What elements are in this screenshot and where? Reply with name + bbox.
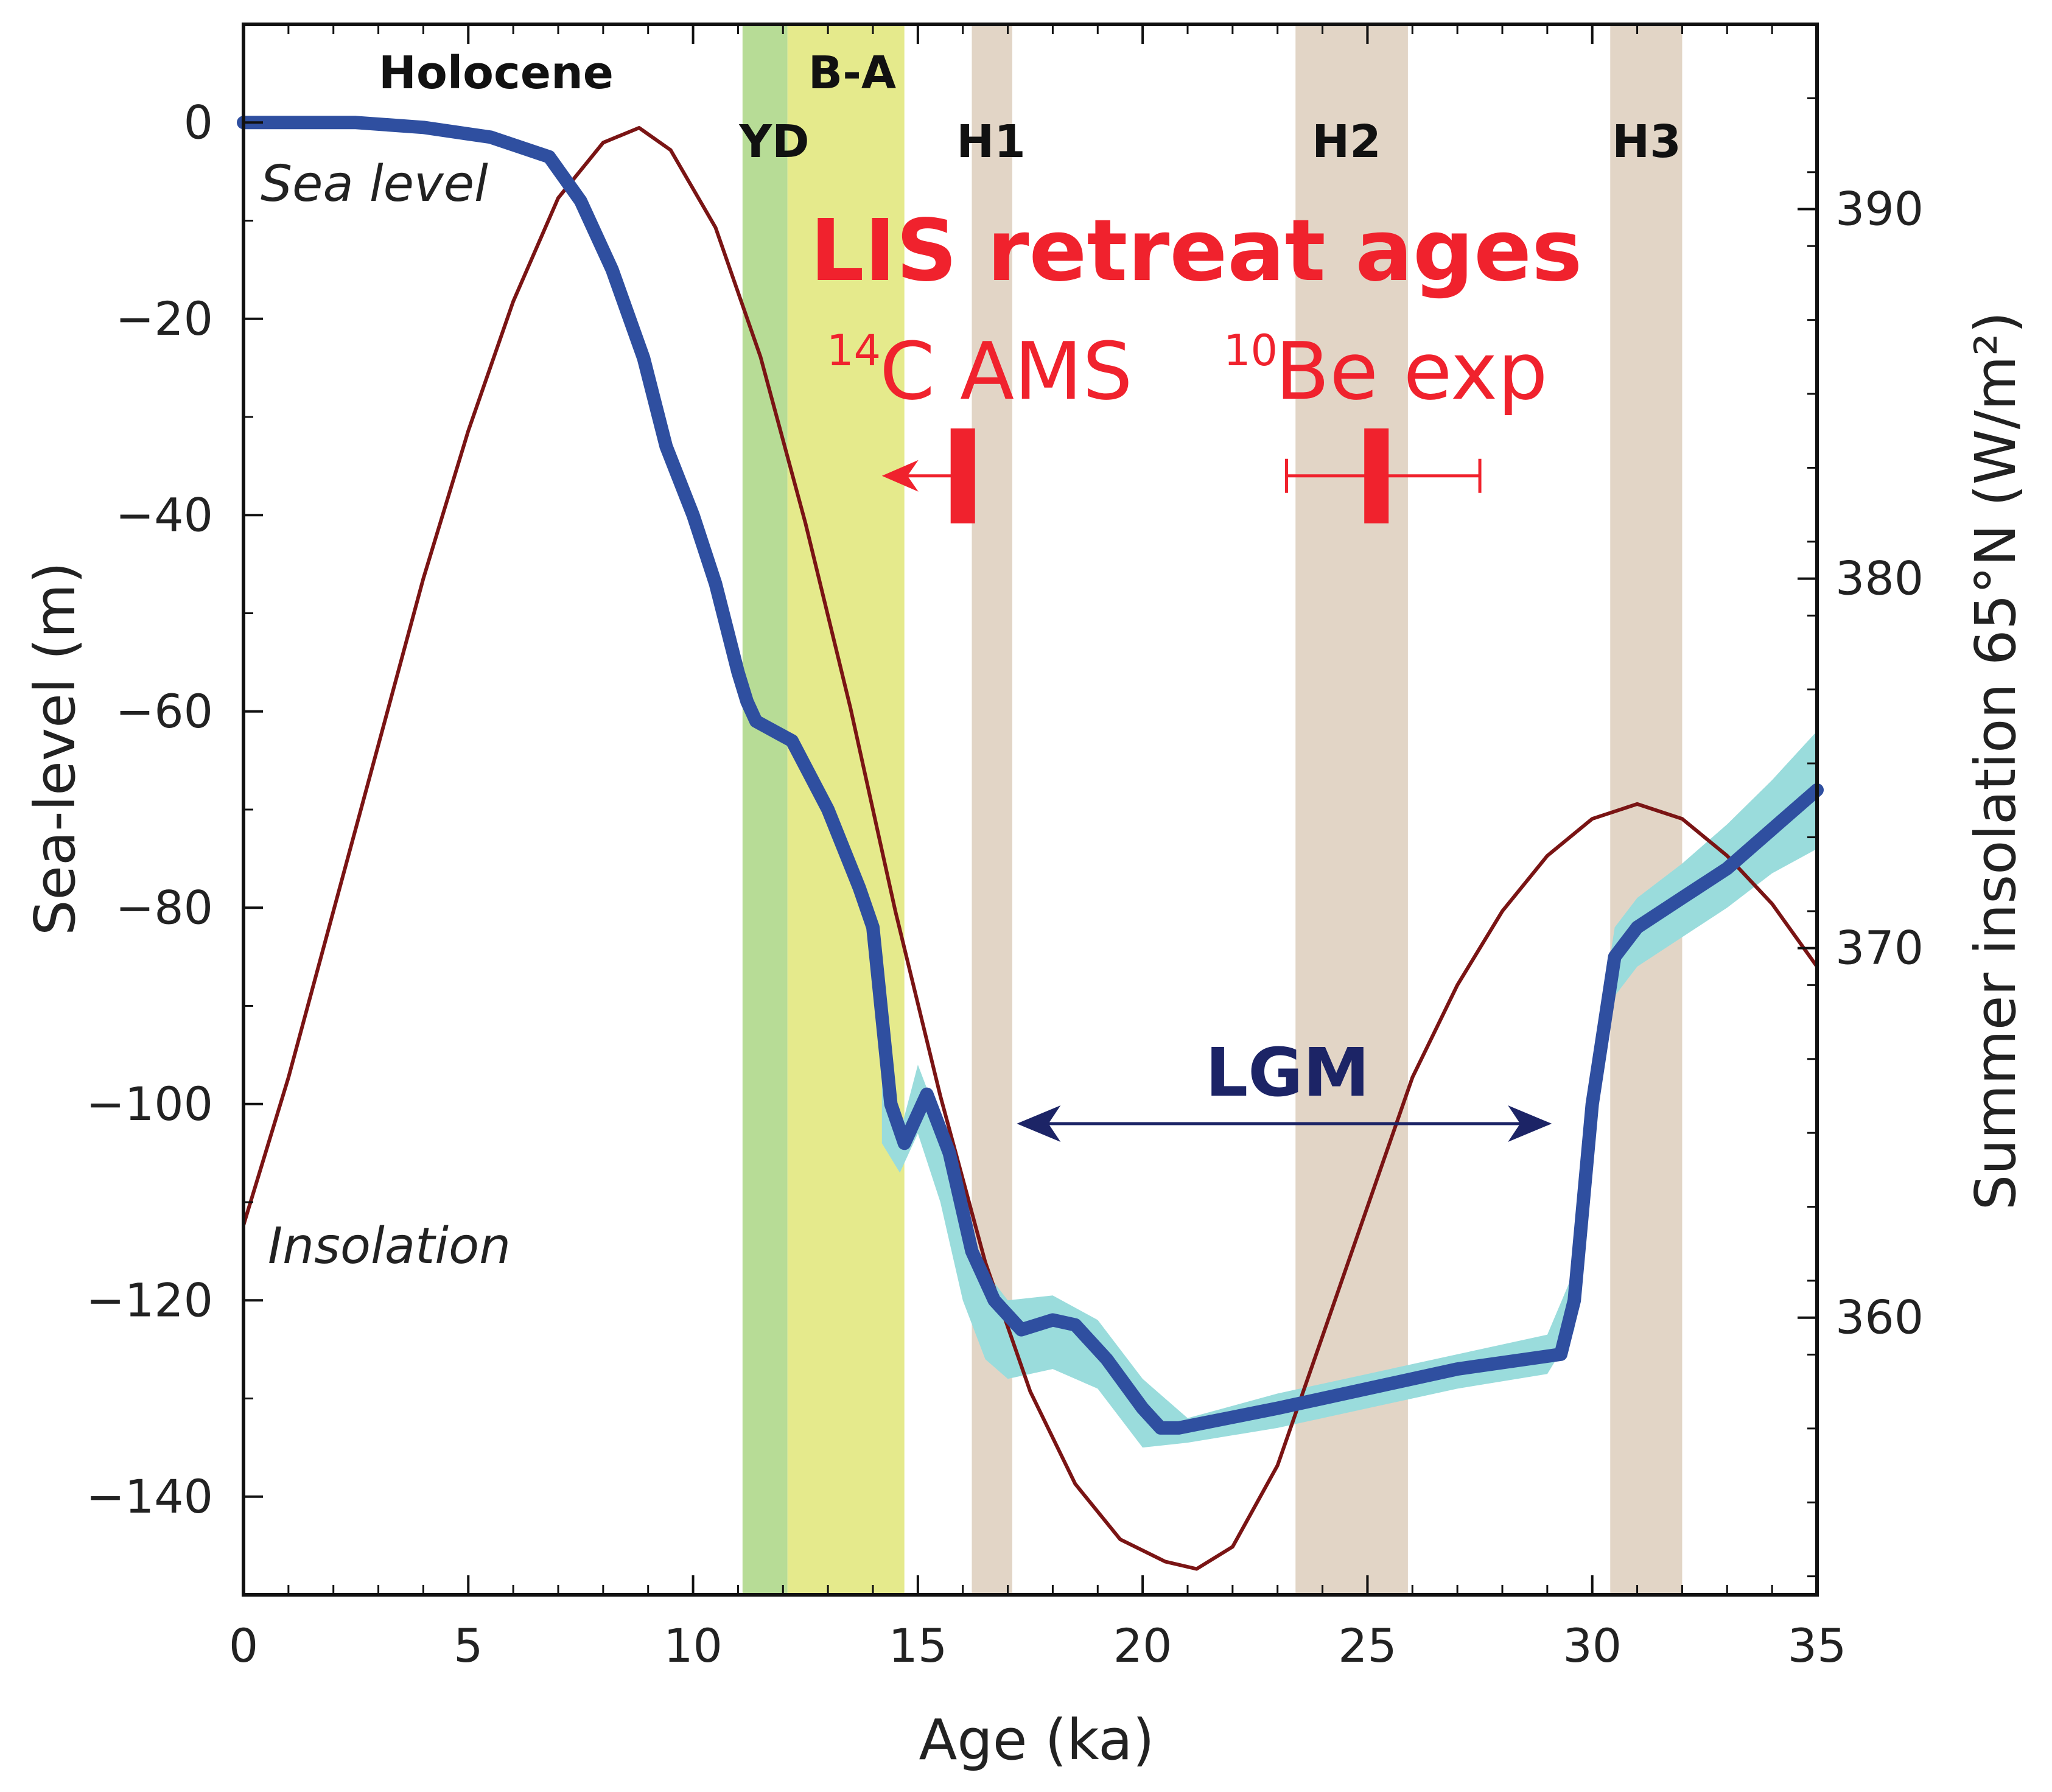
y2-tick-label: 360	[1835, 1290, 1924, 1345]
annotation-marks	[881, 428, 1552, 1142]
period-band-yd	[742, 24, 788, 1595]
lgm-arrow-left	[1017, 1105, 1061, 1142]
x-tick-label: 10	[664, 1619, 723, 1673]
x-tick-label: 35	[1788, 1619, 1847, 1673]
y2-tick-label: 390	[1835, 182, 1924, 236]
y-tick-label: −120	[86, 1273, 213, 1327]
x-tick-label: 5	[453, 1619, 483, 1673]
y2-axis-title: Summer insolation 65°N (W/m²)	[1963, 312, 2028, 1211]
text-labels: Age (ka) Sea-level (m) Summer insolation…	[23, 47, 2028, 1773]
x-tick-label: 30	[1563, 1619, 1622, 1673]
x-tick-label: 25	[1338, 1619, 1397, 1673]
holocene-label: Holocene	[379, 47, 614, 99]
y-tick-label: −140	[86, 1469, 213, 1524]
y-tick-label: 0	[184, 95, 213, 149]
be10-method-label: Be exp	[1275, 325, 1548, 418]
h2-label: H2	[1312, 116, 1381, 168]
lgm-arrow-right	[1508, 1105, 1552, 1142]
period-band-h2	[1295, 24, 1408, 1595]
x-tick-label: 15	[888, 1619, 947, 1673]
h3-label: H3	[1612, 116, 1681, 168]
c14-arrow-head	[881, 460, 919, 492]
period-band-ba	[787, 24, 905, 1595]
yd-label: YD	[738, 116, 809, 168]
lgm-label: LGM	[1205, 1034, 1370, 1111]
lis-retreat-title: LIS retreat ages	[810, 201, 1583, 301]
axis-ticks: 0 5 10 15 20 25 30 35 0 −20 −40 −60 −80 −100 −120 −140 3…	[86, 23, 1924, 1673]
y-tick-label: −80	[116, 880, 213, 934]
h1-label: H1	[956, 116, 1025, 168]
c14-method-label: C AMS	[880, 325, 1133, 418]
x-tick-label: 20	[1113, 1619, 1172, 1673]
ba-label: B-A	[808, 47, 896, 99]
sea-level-line	[237, 116, 1824, 1435]
y-tick-label: −60	[116, 684, 213, 738]
insolation-line	[242, 126, 1819, 1571]
y-tick-label: −100	[86, 1077, 213, 1131]
x-axis-title: Age (ka)	[919, 1707, 1154, 1773]
y-axis-title: Sea-level (m)	[23, 562, 88, 936]
sea-level-curve-label: Sea level	[261, 155, 488, 213]
data-lines	[237, 116, 1824, 1571]
c14-age-marker	[950, 428, 975, 523]
be10-superscript: 10	[1224, 326, 1278, 376]
be10-age-marker	[1364, 428, 1389, 523]
y2-tick-label: 380	[1835, 551, 1924, 606]
y-tick-label: −40	[116, 488, 213, 542]
c14-superscript: 14	[827, 326, 881, 376]
insolation-curve-label: Insolation	[268, 1217, 511, 1275]
y2-tick-label: 370	[1835, 921, 1924, 975]
x-tick-label: 0	[229, 1619, 258, 1673]
y-tick-label: −20	[116, 292, 213, 346]
